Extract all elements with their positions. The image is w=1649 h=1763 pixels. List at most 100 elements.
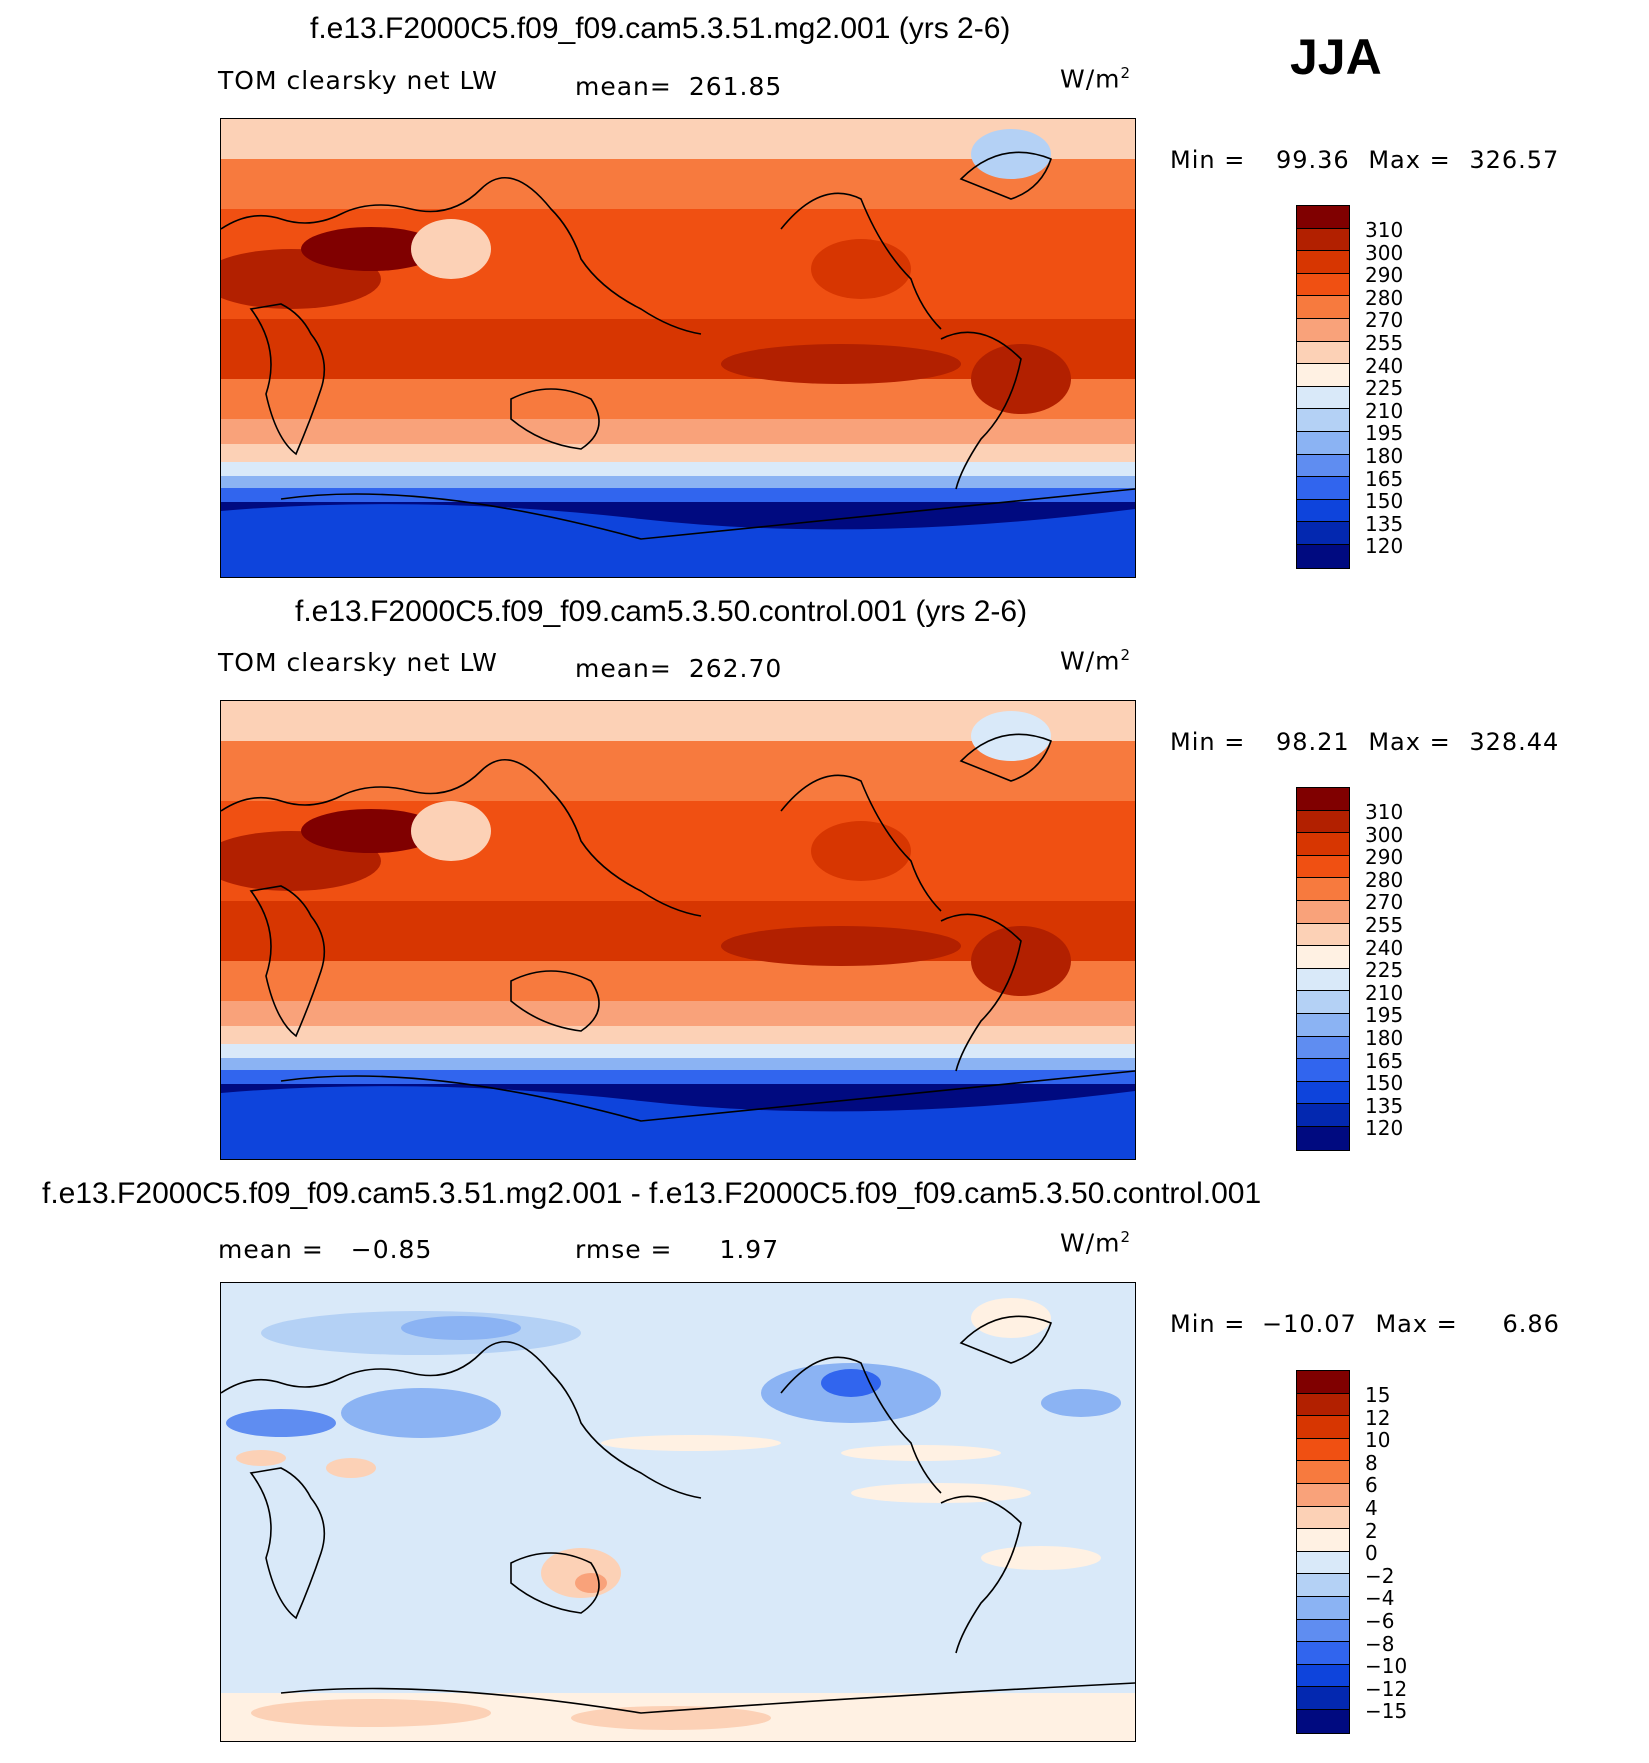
colorbar-swatch xyxy=(1297,206,1349,229)
season-label: JJA xyxy=(1290,29,1382,85)
colorbar-swatch xyxy=(1297,1393,1349,1417)
panel1-mean-label: mean= xyxy=(575,72,672,101)
colorbar-tick-label: 255 xyxy=(1365,913,1404,937)
colorbar-tick-label: −12 xyxy=(1365,1676,1408,1701)
panel3-rmse-value: 1.97 xyxy=(719,1235,780,1264)
panel2-variable: TOM clearsky net LW xyxy=(218,648,498,677)
panel3-min-label: Min = xyxy=(1170,1310,1246,1338)
colorbar-swatch xyxy=(1297,855,1349,879)
colorbar-tick-label: 12 xyxy=(1365,1405,1391,1430)
colorbar-swatch xyxy=(1297,1506,1349,1530)
colorbar-swatch xyxy=(1297,833,1349,856)
colorbar-tick-label: 300 xyxy=(1365,240,1404,265)
colorbar-tick-label: 240 xyxy=(1365,353,1404,378)
colorbar-tick-label: 0 xyxy=(1365,1541,1378,1566)
panel1-variable: TOM clearsky net LW xyxy=(218,66,498,95)
colorbar-swatch xyxy=(1297,1438,1349,1462)
colorbar-tick-label: 165 xyxy=(1365,466,1404,491)
colorbar-swatch xyxy=(1297,788,1349,811)
panel3-mean-label: mean = xyxy=(218,1235,324,1264)
panel1-map-svg xyxy=(221,119,1135,577)
panel2-mean: mean= 262.70 xyxy=(575,654,782,683)
panel1-minmax: Min = 99.36 Max = 326.57 xyxy=(1170,146,1559,174)
colorbar-swatch xyxy=(1297,1551,1349,1575)
colorbar-swatch xyxy=(1297,1664,1349,1688)
colorbar-swatch xyxy=(1297,1709,1349,1733)
colorbar-tick-label: 310 xyxy=(1365,800,1404,824)
colorbar-swatch xyxy=(1297,1013,1349,1037)
colorbar-swatch xyxy=(1297,1529,1349,1552)
colorbar-tick-label: 6 xyxy=(1365,1473,1378,1498)
colorbar-tick-label: 4 xyxy=(1365,1496,1378,1520)
colorbar-tick-label: 135 xyxy=(1365,511,1404,536)
colorbar-swatch xyxy=(1297,522,1349,545)
panel1-field xyxy=(221,119,1135,577)
colorbar-tick-label: 10 xyxy=(1365,1428,1391,1453)
colorbar-tick-label: 290 xyxy=(1365,263,1404,288)
colorbar-swatch xyxy=(1297,1574,1349,1597)
colorbar-tick-label: 270 xyxy=(1365,308,1404,333)
colorbar-tick-label: 150 xyxy=(1365,489,1404,514)
colorbar-tick-label: 150 xyxy=(1365,1071,1404,1096)
panel3-units-base: W/m xyxy=(1060,1228,1121,1258)
panel2-title: f.e13.F2000C5.f09_f09.cam5.3.50.control.… xyxy=(295,595,1028,628)
colorbar-swatch xyxy=(1297,878,1349,901)
panel1-max-value: 326.57 xyxy=(1469,146,1560,174)
panel3-colorbar xyxy=(1296,1370,1350,1734)
panel2-min-label: Min = xyxy=(1170,728,1246,756)
panel3-units: W/m2 xyxy=(1060,1228,1131,1257)
panel3-rmse: rmse = 1.97 xyxy=(575,1235,779,1264)
colorbar-tick-label: 280 xyxy=(1365,285,1404,310)
colorbar-tick-label: 15 xyxy=(1365,1383,1391,1407)
panel1-units: W/m2 xyxy=(1060,64,1131,93)
panel3-min-value: −10.07 xyxy=(1261,1310,1357,1338)
colorbar-swatch xyxy=(1297,341,1349,365)
colorbar-swatch xyxy=(1297,810,1349,834)
colorbar-tick-label: 180 xyxy=(1365,444,1404,468)
panel3-map-svg xyxy=(221,1283,1135,1741)
colorbar-swatch xyxy=(1297,1036,1349,1060)
colorbar-swatch xyxy=(1297,1483,1349,1507)
panel2-colorbar xyxy=(1296,787,1350,1151)
panel3-max-label: Max = xyxy=(1375,1310,1458,1338)
panel2-map xyxy=(220,700,1136,1160)
colorbar-swatch xyxy=(1297,364,1349,387)
colorbar-tick-label: 120 xyxy=(1365,1116,1404,1141)
panel1-min-value: 99.36 xyxy=(1275,146,1350,174)
colorbar-tick-label: 180 xyxy=(1365,1026,1404,1050)
colorbar-tick-label: 135 xyxy=(1365,1093,1404,1118)
colorbar-swatch xyxy=(1297,431,1349,455)
colorbar-swatch xyxy=(1297,968,1349,992)
colorbar-tick-label: 210 xyxy=(1365,398,1404,423)
colorbar-tick-label: 270 xyxy=(1365,890,1404,915)
colorbar-swatch xyxy=(1297,900,1349,924)
panel1-map xyxy=(220,118,1136,578)
panel3-minmax: Min = −10.07 Max = 6.86 xyxy=(1170,1310,1560,1338)
colorbar-tick-label: 290 xyxy=(1365,845,1404,870)
colorbar-swatch xyxy=(1297,1126,1349,1150)
colorbar-tick-label: 225 xyxy=(1365,958,1404,983)
panel3-mean-value: −0.85 xyxy=(350,1235,433,1264)
panel1-mean-value: 261.85 xyxy=(688,72,783,101)
panel2-mean-label: mean= xyxy=(575,654,672,683)
colorbar-tick-label: 225 xyxy=(1365,376,1404,401)
colorbar-swatch xyxy=(1297,923,1349,947)
colorbar-tick-label: 120 xyxy=(1365,534,1404,559)
colorbar-tick-label: −6 xyxy=(1365,1609,1395,1633)
colorbar-swatch xyxy=(1297,318,1349,342)
colorbar-swatch xyxy=(1297,409,1349,432)
colorbar-swatch xyxy=(1297,1416,1349,1439)
panel3-rmse-label: rmse = xyxy=(575,1235,673,1264)
colorbar-swatch xyxy=(1297,296,1349,319)
colorbar-swatch xyxy=(1297,1619,1349,1643)
colorbar-swatch xyxy=(1297,228,1349,252)
colorbar-tick-label: 300 xyxy=(1365,822,1404,847)
colorbar-tick-label: 255 xyxy=(1365,331,1404,355)
panel2-min-value: 98.21 xyxy=(1275,728,1350,756)
colorbar-tick-label: −8 xyxy=(1365,1631,1395,1656)
panel2-mean-value: 262.70 xyxy=(688,654,783,683)
colorbar-tick-label: 210 xyxy=(1365,980,1404,1005)
colorbar-swatch xyxy=(1297,1596,1349,1620)
panel3-max-value: 6.86 xyxy=(1502,1310,1560,1338)
panel2-units: W/m2 xyxy=(1060,646,1131,675)
